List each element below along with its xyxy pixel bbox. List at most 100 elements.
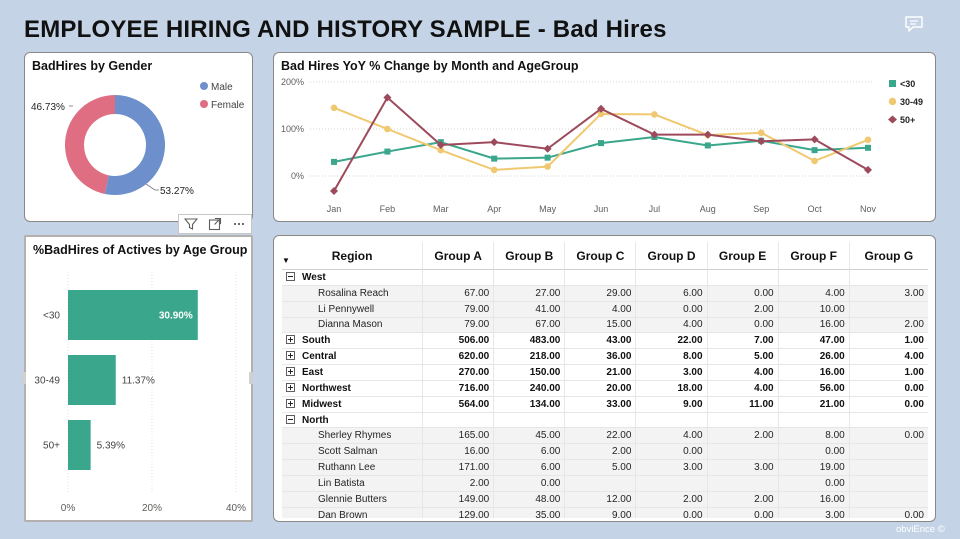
comment-icon[interactable] — [904, 15, 924, 33]
cell: 3.00 — [777, 507, 849, 518]
point — [491, 155, 498, 162]
cell: 4.00 — [635, 428, 707, 445]
legend-marker — [888, 97, 897, 106]
employee-row: Lin Batista 2.00 0.00 0.00 — [282, 475, 928, 492]
expand-icon[interactable] — [286, 335, 295, 345]
legend-label: <30 — [900, 79, 915, 89]
sort-descending-icon[interactable]: ▼ — [282, 256, 290, 265]
resize-handle-left[interactable] — [22, 372, 26, 384]
point — [811, 157, 818, 165]
yoy-line-panel[interactable]: Bad Hires YoY % Change by Month and AgeG… — [273, 52, 936, 222]
bar-1[interactable] — [68, 355, 116, 405]
x-tick-label: Mar — [433, 204, 449, 214]
cell: 4.00 — [706, 380, 778, 397]
point — [490, 138, 499, 147]
cell: 483.00 — [493, 333, 565, 350]
expand-icon[interactable] — [286, 351, 295, 361]
row-label: Glennie Butters — [318, 493, 387, 505]
cell: 218.00 — [493, 349, 565, 366]
cell: 6.00 — [493, 444, 565, 461]
column-header[interactable]: Group G — [848, 242, 928, 270]
collapse-icon[interactable] — [286, 414, 295, 424]
cell: 0.00 — [777, 444, 849, 461]
cell: 0.00 — [706, 317, 778, 334]
column-header[interactable]: Group E — [706, 242, 778, 270]
cell: 16.00 — [777, 317, 849, 334]
legend-label: 30-49 — [900, 97, 923, 107]
cell: 35.00 — [493, 507, 565, 518]
x-tick-label: 0% — [61, 503, 76, 514]
cell: 5.00 — [564, 460, 636, 476]
cell: 2.00 — [635, 491, 707, 508]
cell — [706, 475, 778, 492]
bar-2[interactable] — [68, 420, 91, 470]
cell: 9.00 — [564, 507, 636, 518]
column-header[interactable]: Region — [282, 242, 423, 270]
cell: 79.00 — [422, 301, 494, 318]
cell — [422, 412, 494, 429]
expand-icon[interactable] — [286, 366, 295, 376]
cell: 43.00 — [564, 333, 636, 350]
collapse-icon[interactable] — [286, 271, 295, 281]
expand-icon[interactable] — [286, 398, 295, 408]
bar-chart-title: %BadHires of Actives by Age Group — [33, 243, 248, 257]
cell: 79.00 — [422, 317, 494, 334]
cell: 1.00 — [848, 365, 928, 381]
column-header[interactable]: Group C — [564, 242, 636, 270]
yoy-line-chart: 200% 100% 0% Jan Feb Mar Apr May Jun Jul Aug Sep Oct… — [281, 77, 923, 214]
column-header[interactable]: Group B — [493, 242, 565, 270]
cell: 3.00 — [848, 285, 928, 302]
column-header[interactable]: Group D — [635, 242, 707, 270]
value-label: 5.39% — [97, 441, 125, 452]
visual-header — [178, 214, 252, 234]
cell: 716.00 — [422, 380, 494, 397]
cell: 4.00 — [777, 285, 849, 302]
employee-row: Li Pennywell 79.00 41.00 4.00 0.00 2.00 10.00 — [282, 301, 928, 318]
column-header[interactable]: Group F — [777, 242, 849, 270]
region-row: Northwest 716.00 240.00 20.00 18.00 4.00 56.00… — [282, 380, 928, 397]
cell: 67.00 — [422, 285, 494, 302]
point — [597, 110, 605, 118]
cell: 0.00 — [635, 507, 707, 518]
cell: 56.00 — [777, 380, 849, 397]
legend-marker — [889, 80, 896, 87]
donut-slice-male[interactable] — [104, 95, 165, 195]
x-tick-label: Feb — [380, 204, 396, 214]
employee-row: Glennie Butters 149.00 48.00 12.00 2.00 2.00 1… — [282, 491, 928, 508]
cell: 2.00 — [706, 301, 778, 318]
age-bar-panel[interactable]: %BadHires of Actives by Age Group 0% 20% 4… — [24, 235, 253, 522]
region-matrix-panel[interactable]: ▼ Region Group A Group B Group C Group D Grou… — [273, 235, 936, 522]
point — [490, 166, 498, 174]
cell: 0.00 — [777, 475, 849, 492]
bar-0[interactable] — [68, 290, 198, 340]
row-label: Central — [302, 351, 337, 363]
donut-label-male: 53.27% — [160, 186, 194, 197]
category-label: <30 — [43, 311, 60, 322]
cell: 22.00 — [564, 428, 636, 445]
row-label: Northwest — [302, 382, 351, 394]
cell: 0.00 — [848, 507, 928, 518]
point — [384, 148, 391, 155]
gender-donut-panel[interactable]: BadHires by Gender 53.27% 46.73% Male Femal… — [24, 52, 253, 222]
employee-row: Dan Brown 129.00 35.00 9.00 0.00 0.00 3.00 0.00 — [282, 507, 928, 518]
row-label: Lin Batista — [318, 477, 365, 489]
brand-label: obviEnce © — [896, 524, 945, 535]
donut-slice-female[interactable] — [65, 94, 115, 194]
cell: 16.00 — [777, 491, 849, 508]
category-label: 30-49 — [34, 376, 60, 387]
more-options-icon[interactable] — [232, 217, 246, 231]
expand-icon[interactable] — [286, 382, 295, 392]
cell — [848, 460, 928, 476]
filter-icon[interactable] — [184, 217, 198, 231]
cell: 171.00 — [422, 460, 494, 476]
point — [598, 140, 604, 147]
cell: 3.00 — [635, 365, 707, 381]
cell: 1.00 — [848, 333, 928, 350]
cell: 22.00 — [635, 333, 707, 350]
cell: 48.00 — [493, 491, 565, 508]
column-header[interactable]: Group A — [422, 242, 494, 270]
focus-mode-icon[interactable] — [208, 217, 222, 231]
cell: 19.00 — [777, 460, 849, 476]
resize-handle-right[interactable] — [249, 372, 253, 384]
report-title: EMPLOYEE HIRING AND HISTORY SAMPLE - Bad… — [24, 16, 667, 43]
